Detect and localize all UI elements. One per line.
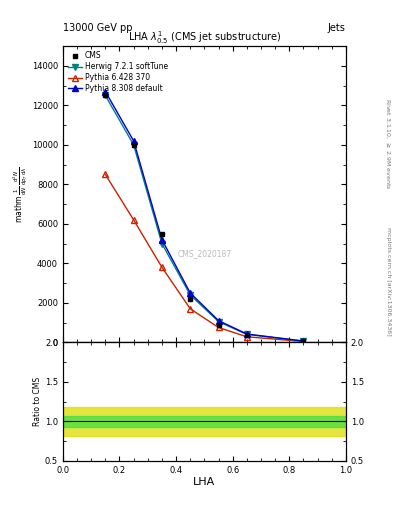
X-axis label: LHA: LHA [193, 477, 215, 487]
Y-axis label: Ratio to CMS: Ratio to CMS [33, 377, 42, 426]
Title: LHA $\lambda^{1}_{0.5}$ (CMS jet substructure): LHA $\lambda^{1}_{0.5}$ (CMS jet substru… [128, 29, 281, 46]
Bar [63, 407, 346, 436]
Text: mcplots.cern.ch [arXiv:1306.3436]: mcplots.cern.ch [arXiv:1306.3436] [386, 227, 391, 336]
Text: CMS_2020187: CMS_2020187 [177, 249, 231, 258]
Y-axis label: $\mathrm{mathm}\,\frac{1}{\mathrm{d}N}\,\frac{\mathrm{d}^2N}{\mathrm{d}p_T\,\mat: $\mathrm{mathm}\,\frac{1}{\mathrm{d}N}\,… [11, 166, 29, 223]
Text: Rivet 3.1.10, $\geq$ 2.9M events: Rivet 3.1.10, $\geq$ 2.9M events [384, 98, 391, 189]
Text: 13000 GeV pp: 13000 GeV pp [63, 23, 132, 33]
Text: Jets: Jets [328, 23, 346, 33]
Legend: CMS, Herwig 7.2.1 softTune, Pythia 6.428 370, Pythia 8.308 default: CMS, Herwig 7.2.1 softTune, Pythia 6.428… [65, 48, 171, 96]
Bar [63, 416, 346, 427]
